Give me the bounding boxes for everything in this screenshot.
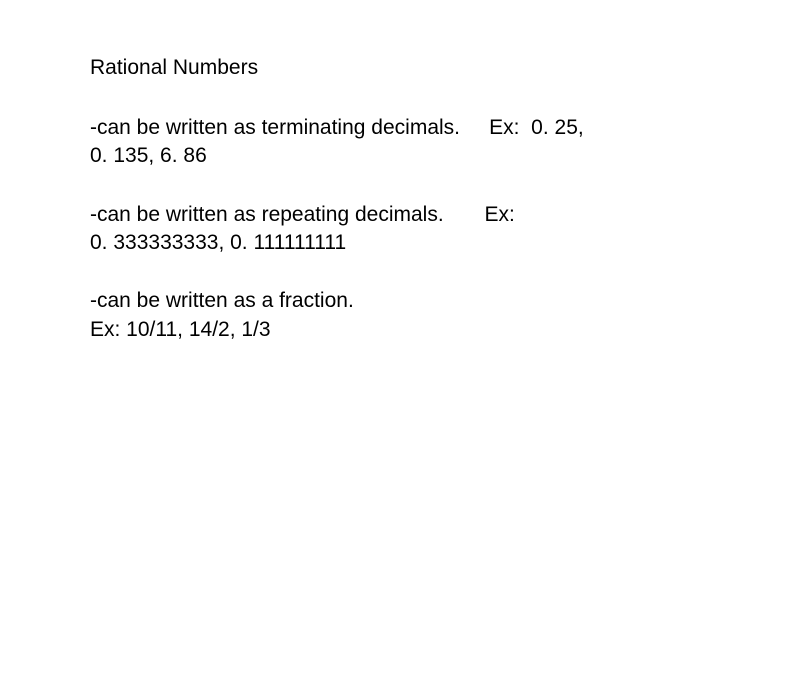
bullet-block: -can be written as a fraction. Ex: 10/11… xyxy=(90,287,710,344)
document-page: Rational Numbers -can be written as term… xyxy=(0,0,710,344)
bullet-line: -can be written as repeating decimals. E… xyxy=(90,201,710,229)
bullet-block: -can be written as repeating decimals. E… xyxy=(90,201,710,258)
bullet-line: -can be written as a fraction. xyxy=(90,287,710,315)
bullet-block: -can be written as terminating decimals.… xyxy=(90,114,710,171)
bullet-line: 0. 135, 6. 86 xyxy=(90,142,710,170)
bullet-line: -can be written as terminating decimals.… xyxy=(90,114,710,142)
bullet-line: 0. 333333333, 0. 111111111 xyxy=(90,229,710,257)
page-title: Rational Numbers xyxy=(90,56,710,80)
bullet-line: Ex: 10/11, 14/2, 1/3 xyxy=(90,316,710,344)
